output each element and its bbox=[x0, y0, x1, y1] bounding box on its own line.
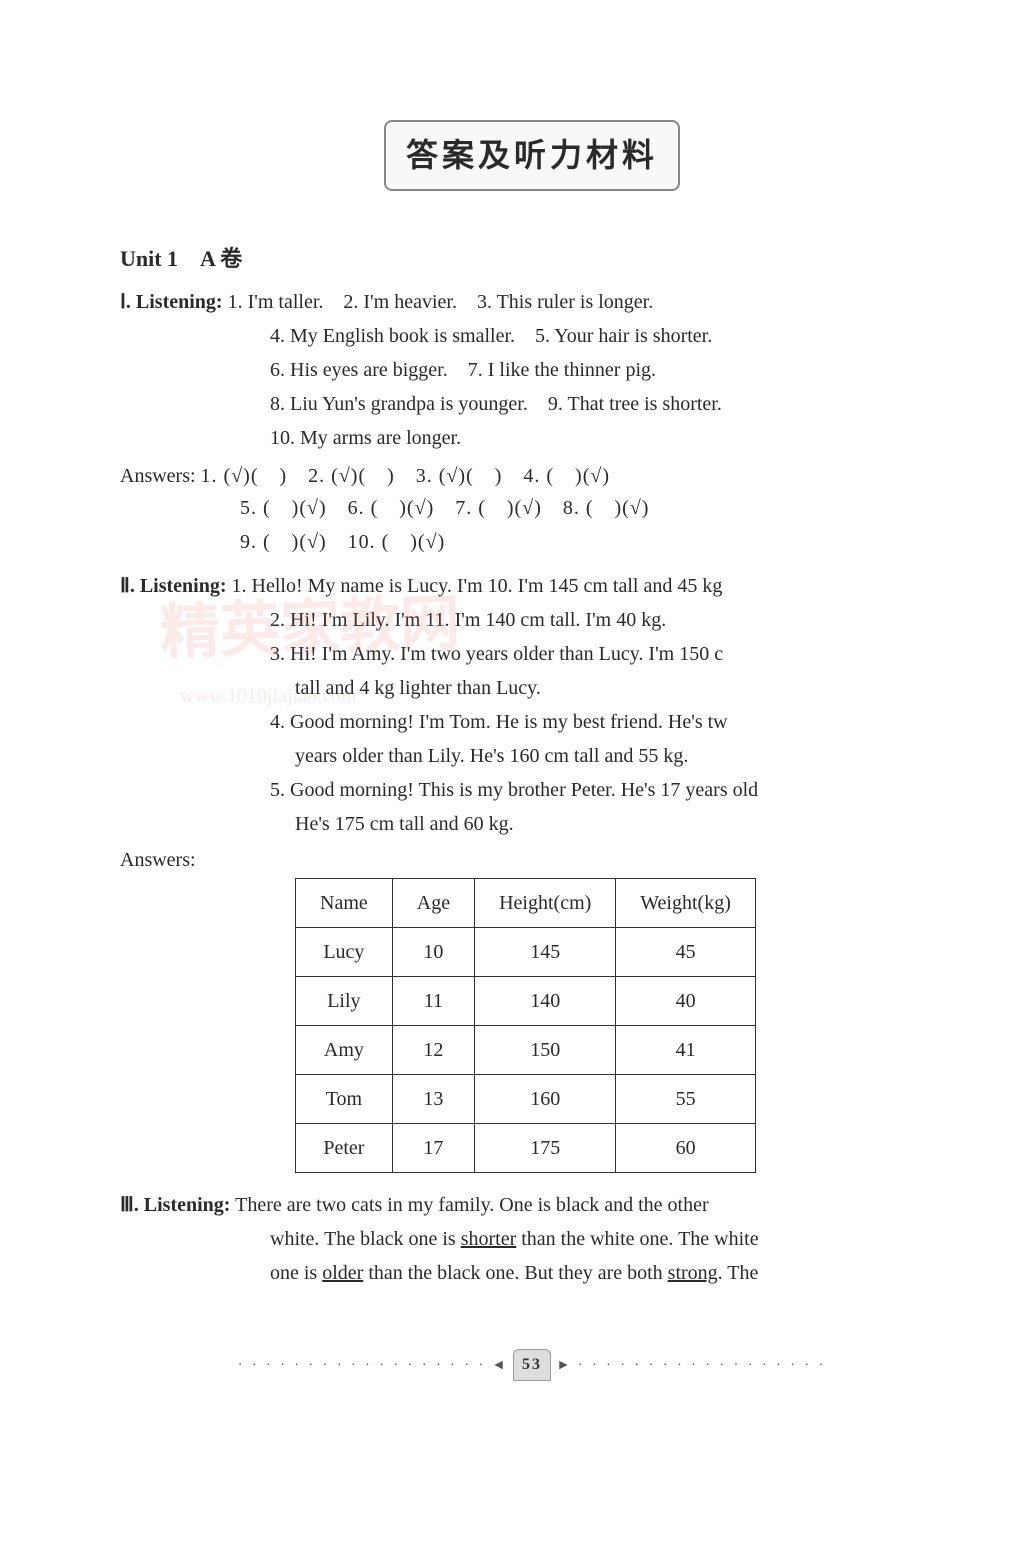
section-3-underline-3: strong bbox=[668, 1262, 718, 1284]
page-footer: · · · · · · · · · · · · · · · · · · ◄ 53… bbox=[120, 1349, 944, 1381]
answers-table: Name Age Height(cm) Weight(kg) Lucy 10 1… bbox=[295, 878, 756, 1173]
table-cell: 13 bbox=[392, 1075, 474, 1124]
section-3-text-p1: There are two cats in my family. One is … bbox=[235, 1194, 709, 1216]
table-cell: 45 bbox=[616, 928, 756, 977]
footer-arrow-left: ◄ bbox=[492, 1358, 508, 1373]
table-cell: 10 bbox=[392, 928, 474, 977]
table-cell: Lily bbox=[296, 977, 393, 1026]
page-number-badge: 53 bbox=[513, 1349, 551, 1381]
table-cell: 40 bbox=[616, 977, 756, 1026]
section-2-item-4: 4. Good morning! I'm Tom. He is my best … bbox=[270, 706, 944, 738]
section-1-answers-2: 9. ( )(√) 10. ( )(√) bbox=[240, 526, 944, 558]
section-3-text-p2: white. The black one is bbox=[270, 1228, 461, 1250]
section-3-text-p3: than the white one. The white bbox=[516, 1228, 758, 1250]
section-3-underline-1: shorter bbox=[461, 1228, 517, 1250]
section-2-item-0: 1. Hello! My name is Lucy. I'm 10. I'm 1… bbox=[232, 575, 723, 597]
section-1-item-2: 6. His eyes are bigger. 7. I like the th… bbox=[270, 354, 944, 386]
section-3-text-p4: one is bbox=[270, 1262, 322, 1284]
section-2-item-2: 3. Hi! I'm Amy. I'm two years older than… bbox=[270, 638, 944, 670]
table-cell: Lucy bbox=[296, 928, 393, 977]
table-cell: 60 bbox=[616, 1124, 756, 1173]
table-row: Lily 11 140 40 bbox=[296, 977, 756, 1026]
section-1-answers-0: 1. (√)( ) 2. (√)( ) 3. (√)( ) 4. ( )(√) bbox=[201, 465, 610, 487]
table-cell: 175 bbox=[475, 1124, 616, 1173]
section-1-item-3: 8. Liu Yun's grandpa is younger. 9. That… bbox=[270, 388, 944, 420]
table-row: Lucy 10 145 45 bbox=[296, 928, 756, 977]
table-cell: Tom bbox=[296, 1075, 393, 1124]
table-header-name: Name bbox=[296, 879, 393, 928]
table-cell: 145 bbox=[475, 928, 616, 977]
section-1-label: Ⅰ. Listening: bbox=[120, 291, 223, 313]
table-cell: 11 bbox=[392, 977, 474, 1026]
page-title-container: 答案及听力材料 bbox=[120, 120, 944, 191]
section-3-text-p6: . The bbox=[718, 1262, 759, 1284]
table-header-weight: Weight(kg) bbox=[616, 879, 756, 928]
footer-dots-left: · · · · · · · · · · · · · · · · · · bbox=[238, 1358, 486, 1373]
table-cell: 55 bbox=[616, 1075, 756, 1124]
table-header-age: Age bbox=[392, 879, 474, 928]
section-3-underline-2: older bbox=[322, 1262, 363, 1284]
table-header-height: Height(cm) bbox=[475, 879, 616, 928]
table-cell: 150 bbox=[475, 1026, 616, 1075]
section-3-label: Ⅲ. Listening: bbox=[120, 1194, 230, 1216]
section-2-answers-label: Answers: bbox=[120, 849, 196, 871]
unit-header: Unit 1 A 卷 bbox=[120, 241, 944, 276]
table-cell: 17 bbox=[392, 1124, 474, 1173]
section-1-item-4: 10. My arms are longer. bbox=[270, 422, 944, 454]
section-2-item-6: 5. Good morning! This is my brother Pete… bbox=[270, 774, 944, 806]
section-2: Ⅱ. Listening: 1. Hello! My name is Lucy.… bbox=[120, 570, 944, 1173]
table-cell: Peter bbox=[296, 1124, 393, 1173]
unit-header-text: Unit 1 A 卷 bbox=[120, 246, 242, 271]
section-1-answers-1: 5. ( )(√) 6. ( )(√) 7. ( )(√) 8. ( )(√) bbox=[240, 492, 944, 524]
section-1-answers-label: Answers: bbox=[120, 465, 196, 487]
table-cell: 12 bbox=[392, 1026, 474, 1075]
page-title: 答案及听力材料 bbox=[384, 120, 680, 191]
section-3: Ⅲ. Listening: There are two cats in my f… bbox=[120, 1189, 944, 1289]
table-row: Amy 12 150 41 bbox=[296, 1026, 756, 1075]
section-2-label: Ⅱ. Listening: bbox=[120, 575, 227, 597]
table-row: Tom 13 160 55 bbox=[296, 1075, 756, 1124]
table-cell: Amy bbox=[296, 1026, 393, 1075]
table-header-row: Name Age Height(cm) Weight(kg) bbox=[296, 879, 756, 928]
table-row: Peter 17 175 60 bbox=[296, 1124, 756, 1173]
section-1: Ⅰ. Listening: 1. I'm taller. 2. I'm heav… bbox=[120, 286, 944, 558]
table-cell: 41 bbox=[616, 1026, 756, 1075]
table-cell: 160 bbox=[475, 1075, 616, 1124]
footer-arrow-right: ► bbox=[557, 1358, 573, 1373]
table-cell: 140 bbox=[475, 977, 616, 1026]
section-3-text-p5: than the black one. But they are both bbox=[363, 1262, 667, 1284]
section-1-item-0: 1. I'm taller. 2. I'm heavier. 3. This r… bbox=[228, 291, 654, 313]
section-2-item-3: tall and 4 kg lighter than Lucy. bbox=[270, 672, 944, 704]
footer-dots-right: · · · · · · · · · · · · · · · · · · bbox=[578, 1358, 826, 1373]
section-2-item-7: He's 175 cm tall and 60 kg. bbox=[270, 808, 944, 840]
section-2-item-5: years older than Lily. He's 160 cm tall … bbox=[270, 740, 944, 772]
section-1-item-1: 4. My English book is smaller. 5. Your h… bbox=[270, 320, 944, 352]
section-2-item-1: 2. Hi! I'm Lily. I'm 11. I'm 140 cm tall… bbox=[270, 604, 944, 636]
